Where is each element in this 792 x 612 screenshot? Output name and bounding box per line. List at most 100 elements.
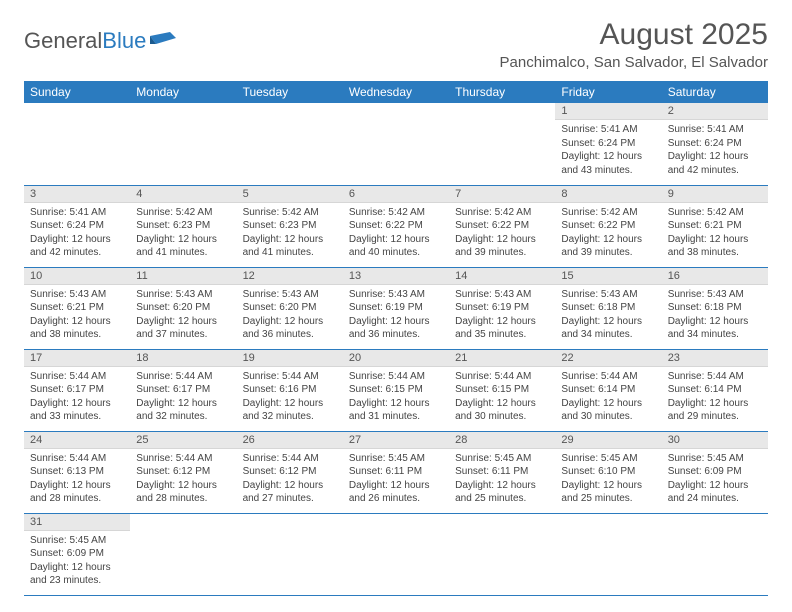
day-number: 7 [449,186,555,203]
day-content: Sunrise: 5:44 AMSunset: 6:13 PMDaylight:… [24,449,130,510]
day-line: Daylight: 12 hours and 25 minutes. [561,479,655,506]
day-content: Sunrise: 5:44 AMSunset: 6:17 PMDaylight:… [24,367,130,428]
calendar-week: 17Sunrise: 5:44 AMSunset: 6:17 PMDayligh… [24,349,768,431]
day-line: Daylight: 12 hours and 41 minutes. [136,233,230,260]
weekday-header: Saturday [662,81,768,103]
day-line: Sunrise: 5:44 AM [349,370,443,384]
day-number: 27 [343,432,449,449]
day-line: Sunset: 6:12 PM [243,465,337,479]
day-content: Sunrise: 5:41 AMSunset: 6:24 PMDaylight:… [662,120,768,181]
calendar-cell: 28Sunrise: 5:45 AMSunset: 6:11 PMDayligh… [449,431,555,513]
day-number: 4 [130,186,236,203]
calendar-cell: 27Sunrise: 5:45 AMSunset: 6:11 PMDayligh… [343,431,449,513]
day-line: Sunrise: 5:43 AM [349,288,443,302]
weekday-header: Wednesday [343,81,449,103]
day-number: 25 [130,432,236,449]
calendar-cell: 8Sunrise: 5:42 AMSunset: 6:22 PMDaylight… [555,185,661,267]
day-content: Sunrise: 5:43 AMSunset: 6:18 PMDaylight:… [555,285,661,346]
day-content: Sunrise: 5:41 AMSunset: 6:24 PMDaylight:… [555,120,661,181]
calendar-cell: 16Sunrise: 5:43 AMSunset: 6:18 PMDayligh… [662,267,768,349]
day-content: Sunrise: 5:42 AMSunset: 6:22 PMDaylight:… [343,203,449,264]
day-number: 23 [662,350,768,367]
calendar-cell: 25Sunrise: 5:44 AMSunset: 6:12 PMDayligh… [130,431,236,513]
day-number: 24 [24,432,130,449]
day-line: Daylight: 12 hours and 37 minutes. [136,315,230,342]
day-line: Daylight: 12 hours and 32 minutes. [243,397,337,424]
day-line: Sunrise: 5:44 AM [30,370,124,384]
day-line: Sunset: 6:24 PM [668,137,762,151]
calendar-cell [343,103,449,185]
day-line: Daylight: 12 hours and 28 minutes. [136,479,230,506]
day-line: Daylight: 12 hours and 34 minutes. [668,315,762,342]
calendar-cell: 29Sunrise: 5:45 AMSunset: 6:10 PMDayligh… [555,431,661,513]
calendar-cell: 26Sunrise: 5:44 AMSunset: 6:12 PMDayligh… [237,431,343,513]
day-number [237,514,343,519]
day-number [343,103,449,108]
brand-part2: Blue [102,28,146,54]
day-content: Sunrise: 5:45 AMSunset: 6:10 PMDaylight:… [555,449,661,510]
calendar-cell: 4Sunrise: 5:42 AMSunset: 6:23 PMDaylight… [130,185,236,267]
calendar-cell: 19Sunrise: 5:44 AMSunset: 6:16 PMDayligh… [237,349,343,431]
day-line: Daylight: 12 hours and 27 minutes. [243,479,337,506]
calendar-cell [130,513,236,595]
calendar-cell [130,103,236,185]
day-number: 1 [555,103,661,120]
day-line: Daylight: 12 hours and 30 minutes. [561,397,655,424]
day-line: Sunset: 6:18 PM [668,301,762,315]
day-number [662,514,768,519]
day-line: Sunrise: 5:44 AM [561,370,655,384]
day-content: Sunrise: 5:42 AMSunset: 6:23 PMDaylight:… [237,203,343,264]
day-line: Daylight: 12 hours and 24 minutes. [668,479,762,506]
day-content: Sunrise: 5:44 AMSunset: 6:12 PMDaylight:… [130,449,236,510]
day-content: Sunrise: 5:42 AMSunset: 6:23 PMDaylight:… [130,203,236,264]
day-number: 12 [237,268,343,285]
day-content: Sunrise: 5:44 AMSunset: 6:17 PMDaylight:… [130,367,236,428]
day-content: Sunrise: 5:45 AMSunset: 6:09 PMDaylight:… [24,531,130,592]
day-number [237,103,343,108]
calendar-cell [555,513,661,595]
calendar-cell: 3Sunrise: 5:41 AMSunset: 6:24 PMDaylight… [24,185,130,267]
day-number [555,514,661,519]
day-line: Sunset: 6:22 PM [349,219,443,233]
calendar-cell [449,103,555,185]
day-content: Sunrise: 5:41 AMSunset: 6:24 PMDaylight:… [24,203,130,264]
calendar-cell: 1Sunrise: 5:41 AMSunset: 6:24 PMDaylight… [555,103,661,185]
day-content: Sunrise: 5:43 AMSunset: 6:19 PMDaylight:… [343,285,449,346]
day-line: Daylight: 12 hours and 40 minutes. [349,233,443,260]
calendar-cell: 7Sunrise: 5:42 AMSunset: 6:22 PMDaylight… [449,185,555,267]
day-line: Daylight: 12 hours and 32 minutes. [136,397,230,424]
day-line: Daylight: 12 hours and 38 minutes. [30,315,124,342]
calendar-cell: 12Sunrise: 5:43 AMSunset: 6:20 PMDayligh… [237,267,343,349]
day-content: Sunrise: 5:44 AMSunset: 6:15 PMDaylight:… [449,367,555,428]
day-content: Sunrise: 5:44 AMSunset: 6:15 PMDaylight:… [343,367,449,428]
calendar-week: 1Sunrise: 5:41 AMSunset: 6:24 PMDaylight… [24,103,768,185]
day-line: Sunset: 6:14 PM [561,383,655,397]
day-line: Daylight: 12 hours and 30 minutes. [455,397,549,424]
day-number: 17 [24,350,130,367]
day-line: Daylight: 12 hours and 43 minutes. [561,150,655,177]
calendar-week: 10Sunrise: 5:43 AMSunset: 6:21 PMDayligh… [24,267,768,349]
day-line: Sunrise: 5:41 AM [30,206,124,220]
location-text: Panchimalco, San Salvador, El Salvador [500,54,768,71]
day-line: Sunset: 6:20 PM [136,301,230,315]
calendar-cell: 15Sunrise: 5:43 AMSunset: 6:18 PMDayligh… [555,267,661,349]
calendar-cell: 23Sunrise: 5:44 AMSunset: 6:14 PMDayligh… [662,349,768,431]
day-line: Daylight: 12 hours and 36 minutes. [349,315,443,342]
day-line: Sunrise: 5:42 AM [455,206,549,220]
day-number: 28 [449,432,555,449]
calendar-body: 1Sunrise: 5:41 AMSunset: 6:24 PMDaylight… [24,103,768,595]
weekday-header: Thursday [449,81,555,103]
calendar-cell: 18Sunrise: 5:44 AMSunset: 6:17 PMDayligh… [130,349,236,431]
calendar-table: SundayMondayTuesdayWednesdayThursdayFrid… [24,81,768,596]
day-line: Sunrise: 5:45 AM [668,452,762,466]
day-line: Sunrise: 5:44 AM [243,370,337,384]
day-line: Daylight: 12 hours and 29 minutes. [668,397,762,424]
calendar-cell: 22Sunrise: 5:44 AMSunset: 6:14 PMDayligh… [555,349,661,431]
day-content: Sunrise: 5:44 AMSunset: 6:14 PMDaylight:… [555,367,661,428]
day-line: Sunset: 6:22 PM [455,219,549,233]
day-line: Sunset: 6:22 PM [561,219,655,233]
day-content: Sunrise: 5:44 AMSunset: 6:16 PMDaylight:… [237,367,343,428]
day-number: 10 [24,268,130,285]
calendar-cell: 20Sunrise: 5:44 AMSunset: 6:15 PMDayligh… [343,349,449,431]
day-line: Sunrise: 5:43 AM [243,288,337,302]
